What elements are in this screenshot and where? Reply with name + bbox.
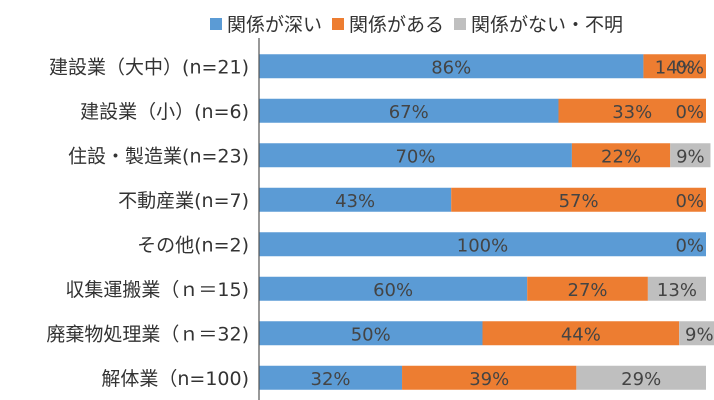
category-label: 建設業（小）(n=6) xyxy=(80,101,249,123)
data-label: 70% xyxy=(395,146,435,167)
legend-item-deep: 関係が深い xyxy=(210,10,322,37)
data-label: 86% xyxy=(431,57,471,78)
category-label: 不動産業(n=7) xyxy=(118,190,249,212)
data-label: 32% xyxy=(311,369,351,390)
legend-item-related: 関係がある xyxy=(332,10,444,37)
bar-segment xyxy=(259,143,572,168)
data-label: 27% xyxy=(568,280,608,301)
legend-swatch-related xyxy=(332,17,345,30)
bar-segment xyxy=(527,276,648,301)
legend-label-related: 関係がある xyxy=(349,14,445,36)
data-label: 9% xyxy=(676,146,705,167)
bar-segment xyxy=(259,276,528,301)
bar-segment xyxy=(679,321,714,346)
data-label: 39% xyxy=(469,369,509,390)
bar-segment xyxy=(571,143,671,168)
data-label: 57% xyxy=(559,191,599,212)
data-label: 22% xyxy=(601,146,641,167)
data-label: 33% xyxy=(612,102,652,123)
legend-item-unrelated: 関係がない・不明 xyxy=(454,10,623,37)
data-label: 67% xyxy=(389,102,429,123)
data-label: 0% xyxy=(675,235,704,256)
legend-swatch-deep xyxy=(210,17,222,30)
bar-segment xyxy=(670,143,711,168)
data-label: 13% xyxy=(657,280,697,301)
bar-segment xyxy=(451,187,706,212)
category-label: 建設業（大中）(n=21) xyxy=(49,56,249,78)
data-label: 14% xyxy=(655,57,695,78)
data-label: 60% xyxy=(373,280,413,301)
category-label: 住設・製造業(n=23) xyxy=(68,145,249,167)
bar-segment xyxy=(259,232,706,257)
bar-segment xyxy=(558,98,706,123)
data-label: 0% xyxy=(675,57,704,78)
data-label: 44% xyxy=(561,324,601,345)
category-label: 収集運搬業（ｎ＝15) xyxy=(65,279,249,301)
category-label: その他(n=2) xyxy=(137,234,249,256)
category-label: 廃棄物処理業（ｎ＝32) xyxy=(46,323,249,345)
bar-segment xyxy=(259,321,483,346)
data-label: 100% xyxy=(457,235,508,256)
data-label: 43% xyxy=(335,191,375,212)
legend-label-unrelated: 関係がない・不明 xyxy=(471,14,624,36)
bar-segment xyxy=(482,321,680,346)
chart-legend: 関係が深い 関係がある 関係がない・不明 xyxy=(210,10,623,37)
bar-segment xyxy=(259,98,559,123)
bar-segment xyxy=(647,276,706,301)
legend-label-deep: 関係が深い xyxy=(227,14,323,36)
bar-segment xyxy=(259,365,403,390)
bar-segment xyxy=(576,365,706,390)
data-label: 50% xyxy=(351,324,391,345)
category-label: 解体業（n=100) xyxy=(101,368,249,390)
legend-swatch-unrelated xyxy=(454,17,467,30)
bar-segment xyxy=(259,187,452,212)
bar-segment xyxy=(643,54,706,79)
data-label: 0% xyxy=(675,102,704,123)
data-label: 0% xyxy=(675,191,704,212)
data-label: 29% xyxy=(621,369,661,390)
bar-segment xyxy=(402,365,577,390)
bar-segment xyxy=(259,54,644,79)
data-label: 9% xyxy=(685,324,714,345)
